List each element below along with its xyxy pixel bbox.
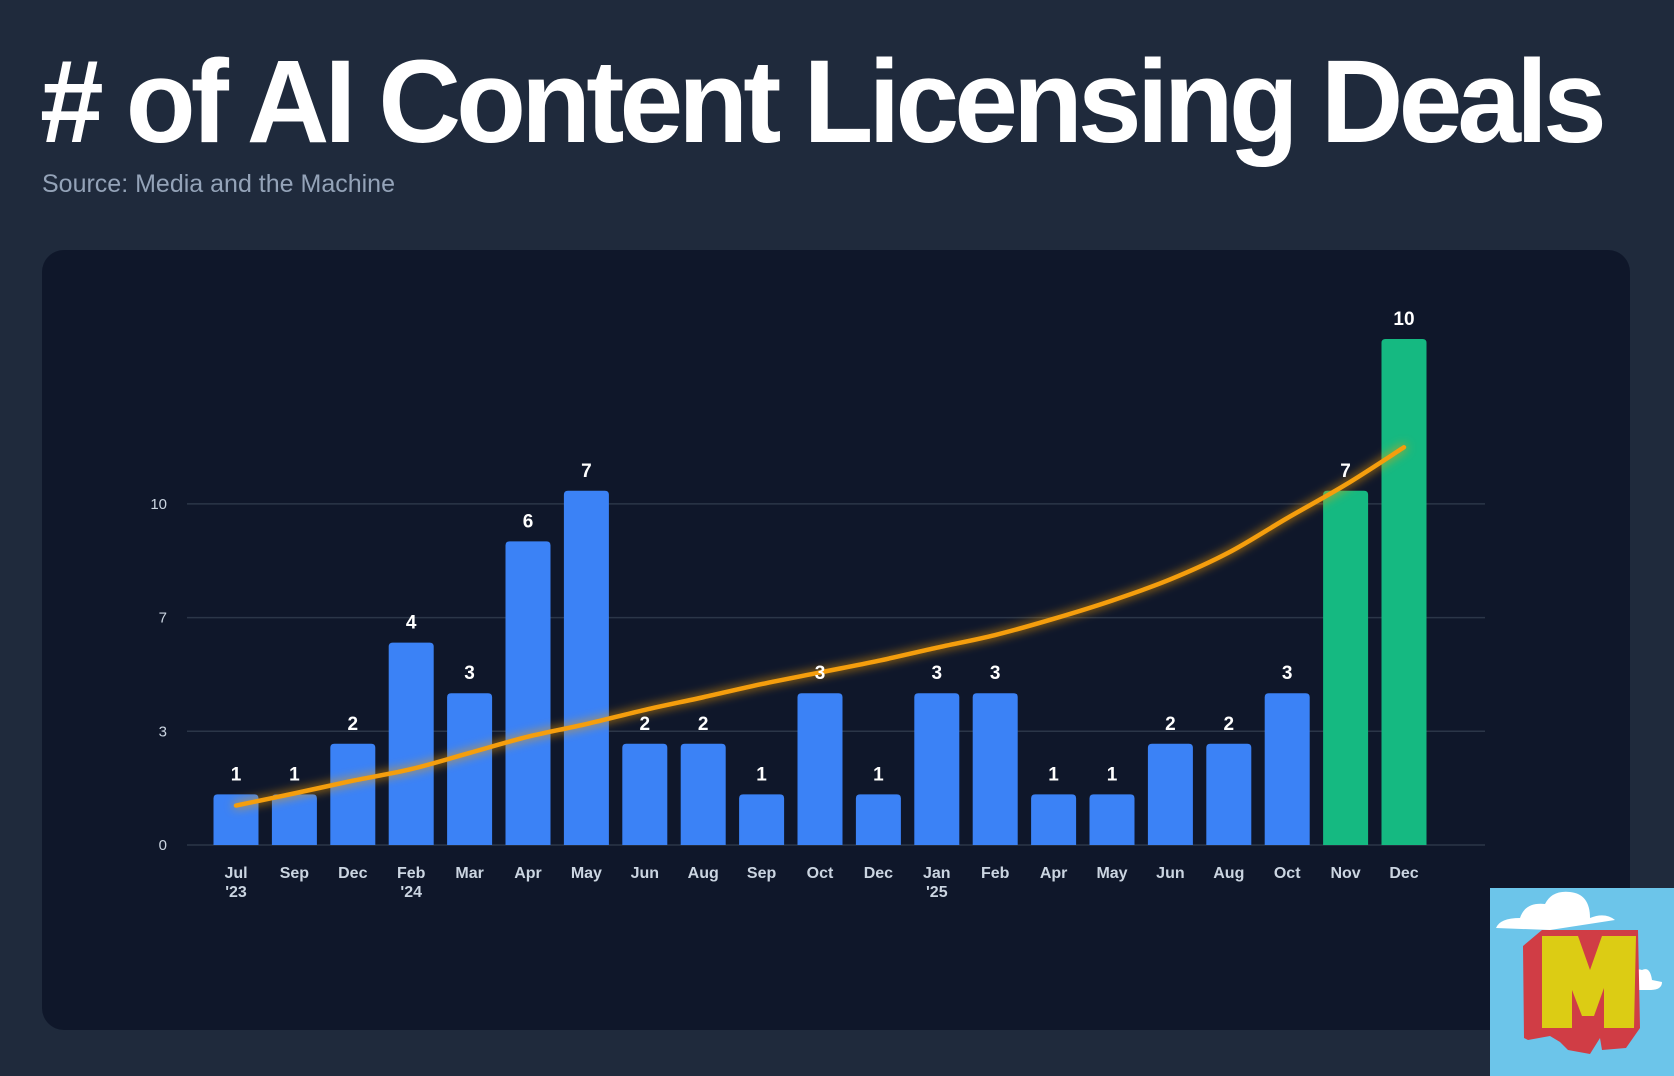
- x-tick-label: Dec: [1389, 865, 1418, 882]
- data-label: 10: [1393, 309, 1414, 330]
- x-tick-label: Aug: [1213, 865, 1244, 882]
- bar: [1381, 339, 1427, 845]
- bar: [447, 693, 493, 845]
- x-tick-label: Apr: [1040, 865, 1068, 882]
- data-label: 7: [581, 461, 592, 482]
- bar: [1206, 743, 1252, 845]
- bar: [271, 794, 317, 845]
- data-label: 3: [464, 663, 475, 684]
- bar: [797, 693, 843, 845]
- bar: [1264, 693, 1310, 845]
- data-label: 3: [815, 663, 826, 684]
- x-tick-label: Feb: [397, 865, 426, 882]
- data-label: 1: [289, 764, 300, 785]
- x-tick-label: Sep: [280, 865, 310, 882]
- data-label: 2: [1224, 714, 1235, 735]
- x-tick-year-label: '23: [225, 884, 247, 901]
- data-label: 1: [756, 764, 767, 785]
- source-subtitle: Source: Media and the Machine: [42, 170, 395, 198]
- x-tick-label: Oct: [1274, 865, 1301, 882]
- bar: [622, 743, 668, 845]
- data-label: 3: [932, 663, 943, 684]
- x-tick-label: Jan: [923, 865, 951, 882]
- bar: [563, 490, 609, 845]
- bar: [680, 743, 726, 845]
- bar: [1089, 794, 1135, 845]
- data-label: 2: [348, 714, 359, 735]
- bar: [914, 693, 960, 845]
- bar: [330, 743, 376, 845]
- y-tick-label: 7: [159, 610, 167, 627]
- data-label: 7: [1340, 461, 1351, 482]
- media-and-the-machine-logo: [1490, 888, 1674, 1076]
- bar: [855, 794, 901, 845]
- x-tick-label: Apr: [514, 865, 542, 882]
- data-label: 2: [640, 714, 651, 735]
- y-tick-label: 0: [159, 837, 167, 854]
- data-label: 6: [523, 511, 534, 532]
- x-tick-label: Dec: [864, 865, 893, 882]
- x-tick-label: Aug: [688, 865, 719, 882]
- x-tick-label: May: [1096, 865, 1127, 882]
- x-tick-label: Jun: [631, 865, 659, 882]
- y-tick-label: 10: [150, 496, 167, 513]
- x-tick-label: Oct: [807, 865, 834, 882]
- data-label: 4: [406, 613, 417, 634]
- data-label: 1: [1048, 764, 1059, 785]
- data-label: 1: [873, 764, 884, 785]
- y-tick-label: 3: [159, 723, 167, 740]
- x-tick-label: Dec: [338, 865, 367, 882]
- x-tick-label: Jun: [1156, 865, 1184, 882]
- bar: [972, 693, 1018, 845]
- x-tick-label: Sep: [747, 865, 777, 882]
- data-label: 1: [231, 764, 242, 785]
- data-label: 3: [1282, 663, 1293, 684]
- bar: [739, 794, 785, 845]
- bar: [1147, 743, 1193, 845]
- x-tick-year-label: '25: [926, 884, 948, 901]
- bar: [388, 642, 434, 845]
- x-tick-label: Jul: [224, 865, 247, 882]
- trend-line: [233, 445, 1407, 808]
- bar: [505, 541, 551, 845]
- data-label: 1: [1107, 764, 1118, 785]
- data-label: 3: [990, 663, 1001, 684]
- x-tick-label: Nov: [1330, 865, 1360, 882]
- x-tick-label: Feb: [981, 865, 1010, 882]
- x-tick-label: Mar: [455, 865, 483, 882]
- page-title: # of AI Content Licensing Deals: [40, 36, 1607, 168]
- data-label: 2: [698, 714, 709, 735]
- x-tick-label: May: [571, 865, 602, 882]
- bar: [213, 794, 259, 845]
- bar: [1323, 490, 1369, 845]
- bar: [1031, 794, 1077, 845]
- data-label: 2: [1165, 714, 1176, 735]
- x-tick-year-label: '24: [400, 884, 422, 901]
